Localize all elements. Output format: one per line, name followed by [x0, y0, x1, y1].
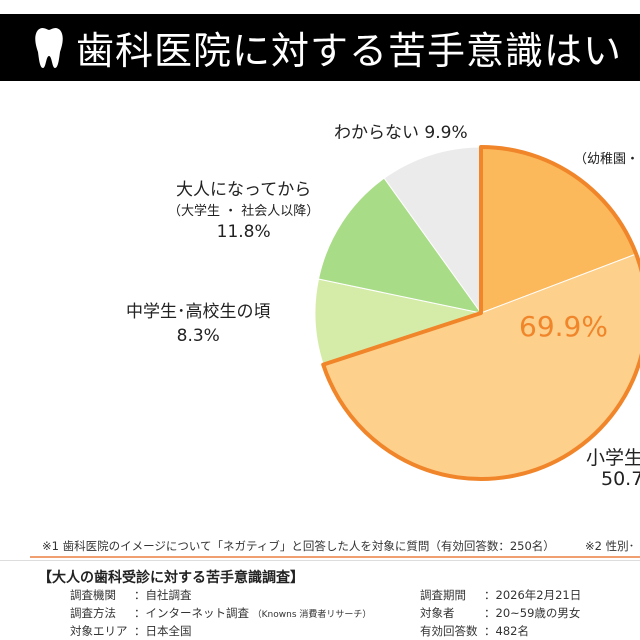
slice-label-middle-high: 中学生･高校生の頃 8.3%: [126, 300, 271, 348]
key: 調査期間: [420, 588, 466, 602]
highlight-outline: [321, 145, 640, 481]
value: ：20~59歳の男女: [484, 606, 581, 620]
footnote-1: ※1 歯科医院のイメージについて「ネガティブ」と回答した人を対象に質問（有効回答…: [42, 539, 555, 553]
survey-period: 調査期間 ：2026年2月21日: [420, 587, 581, 603]
value: ：2026年2月21日: [484, 588, 582, 602]
adult-sublabel: （大学生 ・ 社会人以降）: [168, 204, 320, 219]
key: 有効回答数: [420, 624, 478, 638]
middle-high-label: 中学生･高校生の頃: [126, 302, 271, 322]
middle-high-value: 8.3%: [176, 326, 220, 346]
survey-org: 調査機関 ：自社調査: [70, 587, 192, 603]
survey-info: 【大人の歯科受診に対する苦手意識調査】 調査機関 ：自社調査 調査方法 ：インターネ…: [0, 560, 640, 640]
divider: [30, 556, 640, 558]
slice-label-unknown: わからない 9.9%: [334, 123, 468, 143]
value: ：日本全国: [134, 624, 192, 638]
title-bar: 歯科医院に対する苦手意識はい: [0, 14, 640, 81]
page-title: 歯科医院に対する苦手意識はい: [76, 29, 623, 73]
adult-value: 11.8%: [216, 222, 271, 242]
highlight-label: 69.9%: [519, 310, 608, 343]
slice-label-adult: 大人になってから （大学生 ・ 社会人以降） 11.8%: [168, 180, 319, 243]
key: 調査方法: [70, 606, 116, 620]
key: 調査機関: [70, 588, 116, 602]
pie-slice-4: [383, 146, 482, 315]
tooth-icon: [35, 27, 63, 68]
value: ：インターネット調査: [134, 606, 249, 620]
pie-slice-3: [317, 177, 483, 314]
slice-label-elementary: 小学生: [586, 447, 640, 469]
note: （Knowns 消費者リサーチ）: [252, 610, 372, 620]
survey-area: 対象エリア ：日本全国: [70, 623, 192, 639]
value: ：482名: [484, 624, 529, 638]
slice-label-kindergarten: （幼稚園・: [574, 152, 640, 167]
footnote-2: ※2 性別･: [585, 539, 635, 553]
survey-title: 【大人の歯科受診に対する苦手意識調査】: [38, 570, 304, 586]
value: ：自社調査: [134, 588, 192, 602]
adult-label: 大人になってから: [176, 180, 312, 200]
elementary-value: 50.7: [601, 468, 640, 490]
survey-target: 対象者 ：20~59歳の男女: [420, 605, 580, 621]
key: 対象エリア: [70, 624, 128, 638]
survey-method: 調査方法 ：インターネット調査 （Knowns 消費者リサーチ）: [70, 605, 371, 621]
survey-responses: 有効回答数 ：482名: [420, 623, 529, 639]
key: 対象者: [420, 606, 455, 620]
